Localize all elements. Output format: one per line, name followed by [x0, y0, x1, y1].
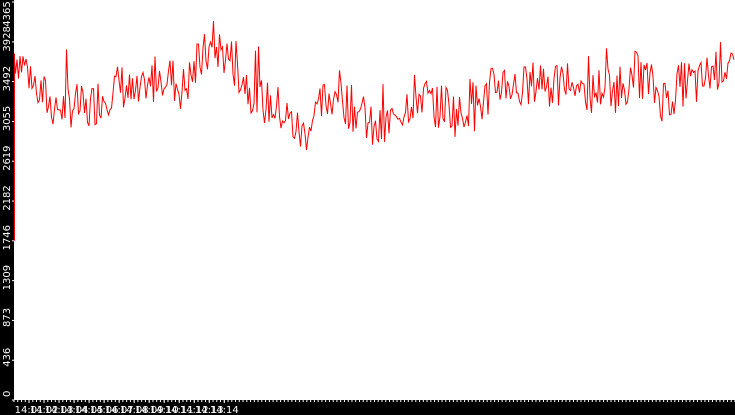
- x-tick-label: 14:03: [45, 405, 74, 415]
- y-tick-label: 2182: [2, 185, 13, 210]
- x-tick-label: 14:13: [195, 405, 224, 415]
- series-line: [13, 21, 735, 150]
- x-tick-label: 14:01: [15, 405, 44, 415]
- y-tick-label: 0: [2, 391, 13, 397]
- x-tick-label: 14:07: [105, 405, 134, 415]
- y-tick-label: 1309: [2, 265, 13, 290]
- y-tick-label: 4365: [2, 1, 13, 26]
- x-tick-label: 14:12: [180, 405, 209, 415]
- y-tick-label: 436: [2, 348, 13, 367]
- y-tick-label: 3928: [2, 26, 13, 51]
- x-tick-label: 14:11: [165, 405, 194, 415]
- x-tick-label: 14:02: [30, 405, 59, 415]
- x-axis-ticks: 14:0114:0214:0314:0414:0514:0614:0714:08…: [13, 400, 735, 415]
- y-tick-label: 873: [2, 308, 13, 327]
- x-tick-label: 14:08: [120, 405, 149, 415]
- x-tick-label: 14:05: [75, 405, 104, 415]
- y-axis-bar: [0, 0, 14, 400]
- x-tick-label: 14:10: [150, 405, 179, 415]
- x-tick-label: 14:06: [90, 405, 119, 415]
- x-tick-label: 14:14: [210, 405, 239, 415]
- y-tick-label: 3055: [2, 106, 13, 131]
- y-tick-label: 2619: [2, 145, 13, 170]
- y-tick-label: 1746: [2, 225, 13, 250]
- x-tick-label: 14:09: [135, 405, 164, 415]
- x-tick-label: 14:04: [60, 405, 89, 415]
- y-tick-label: 3492: [2, 66, 13, 91]
- x-axis-bar: [0, 400, 735, 415]
